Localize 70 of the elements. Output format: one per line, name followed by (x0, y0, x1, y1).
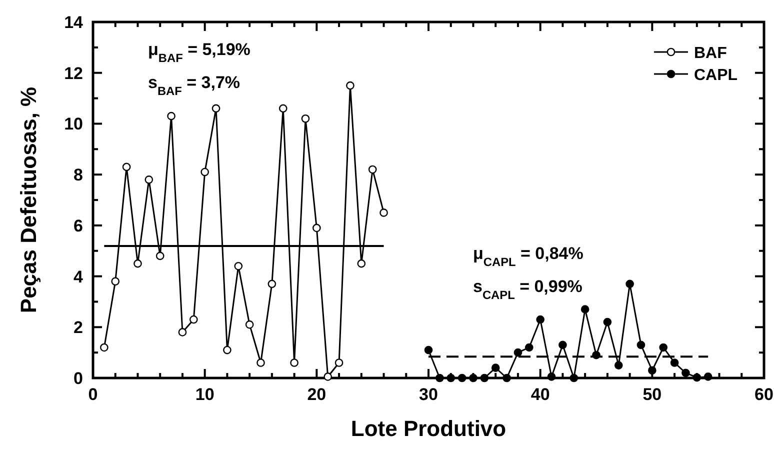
point (156, 252, 164, 260)
y-tick-label: 2 (74, 318, 83, 338)
point (256, 358, 265, 367)
point (368, 165, 377, 174)
point (424, 346, 433, 354)
point (111, 277, 120, 286)
y-axis-title: Peças Defeituosas, % (16, 86, 41, 314)
y-tick-label: 8 (74, 166, 83, 185)
point (570, 374, 578, 382)
point (659, 343, 668, 352)
point (324, 372, 332, 381)
point (312, 224, 321, 232)
x-tick-label: 50 (642, 385, 662, 404)
y-tick-label: 4 (74, 267, 84, 286)
point (278, 104, 288, 113)
point (580, 305, 590, 314)
y-tick-label: 10 (64, 114, 83, 134)
x-tick-label: 10 (195, 385, 214, 404)
legend-label: BAF (694, 45, 728, 62)
point (558, 340, 567, 350)
annotation: μ$_{BAF}$ = 5,19% (148, 40, 250, 65)
point (514, 348, 522, 357)
point (167, 112, 176, 120)
point (346, 81, 354, 90)
point (334, 358, 344, 367)
point (200, 168, 209, 176)
y-tick-label: 6 (74, 216, 83, 236)
point (290, 358, 298, 367)
point (614, 361, 623, 370)
point (357, 259, 366, 268)
point (234, 262, 243, 270)
y-tick-label: 0 (74, 369, 83, 388)
y-tick-label: 12 (64, 64, 83, 83)
point (682, 368, 690, 378)
point (245, 320, 254, 329)
point (670, 358, 679, 367)
annotation: s$_{CAPL}$ = 0,99% (473, 277, 582, 302)
annotation: s$_{BAF}$ = 3,7% (148, 73, 240, 98)
point (122, 162, 131, 172)
y-tick-label: 14 (64, 13, 84, 32)
point (380, 208, 388, 217)
point (636, 340, 646, 350)
point (134, 259, 142, 268)
x-tick-label: 40 (530, 385, 550, 404)
point (189, 315, 198, 324)
point (100, 343, 108, 352)
point (144, 175, 154, 184)
x-tick-label: 30 (419, 385, 438, 404)
point (626, 280, 634, 288)
point (212, 104, 220, 113)
point (536, 315, 544, 324)
point (458, 374, 466, 382)
legend-label: CAPL (694, 67, 738, 84)
point (502, 374, 511, 382)
point (547, 372, 556, 381)
x-tick-label: 20 (307, 385, 326, 404)
x-axis-title: Lote Produtivo (350, 416, 506, 441)
point (223, 346, 232, 354)
point (301, 114, 310, 123)
x-tick-label: 60 (754, 385, 774, 404)
point (491, 364, 500, 372)
point (524, 343, 534, 352)
point (603, 318, 612, 326)
annotation: μ$_{CAPL}$ = 0,84% (473, 244, 584, 269)
point (178, 328, 187, 336)
point (268, 280, 276, 288)
point (704, 372, 712, 381)
point (480, 374, 489, 382)
point (436, 374, 444, 382)
x-tick-label: 0 (88, 385, 98, 404)
